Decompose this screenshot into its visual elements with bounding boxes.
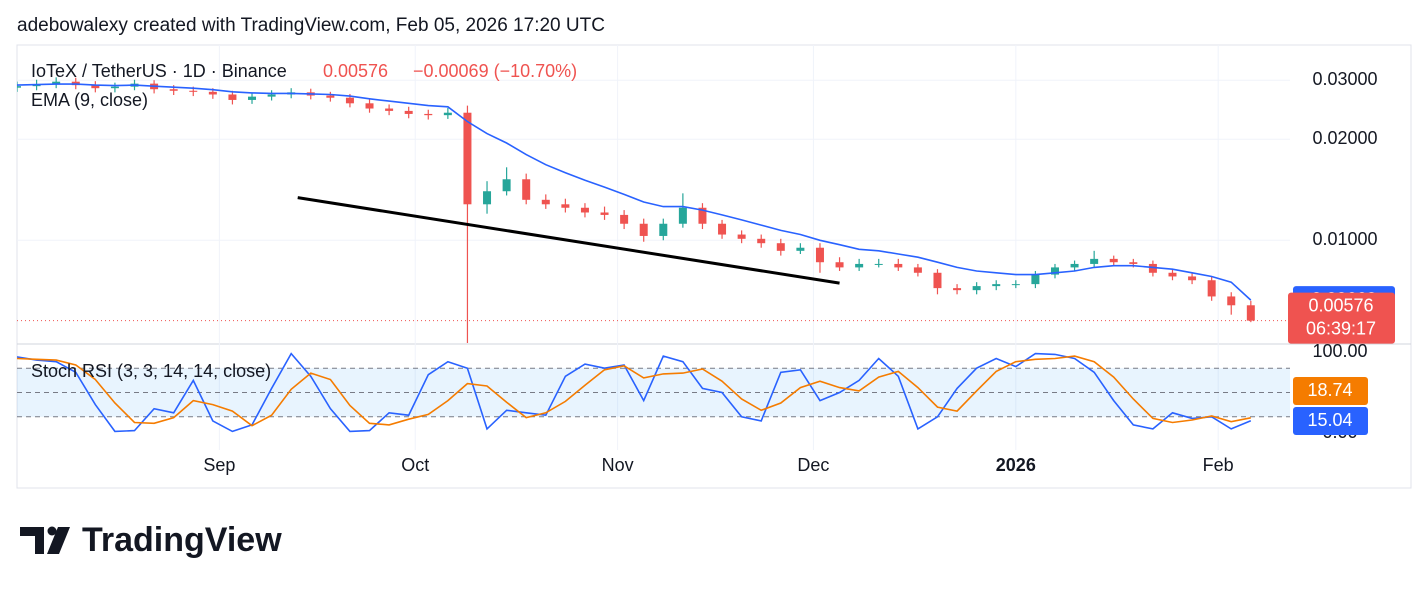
candle-body xyxy=(228,94,237,100)
y-tick-label: 0.02000 xyxy=(1312,128,1377,148)
candle-body xyxy=(1148,263,1157,273)
symbol-title: IoTeX / TetherUS · 1D · Binance xyxy=(31,61,287,81)
candle-body xyxy=(1070,263,1079,268)
ema-legend: EMA (9, close) xyxy=(31,90,148,110)
rsi-title: Stoch RSI (3, 3, 14, 14, close) xyxy=(31,361,271,381)
candle-body xyxy=(52,81,61,85)
logo-icon xyxy=(20,527,44,554)
header-text: adebowalexy created with TradingView.com… xyxy=(17,15,605,36)
candle-body xyxy=(1109,258,1118,263)
candle-body xyxy=(1188,276,1197,281)
candle-body xyxy=(1129,262,1138,264)
rsi-label: 18.74 xyxy=(1307,380,1352,400)
logo-icon xyxy=(47,527,70,554)
candle-body xyxy=(541,199,550,205)
candle-body xyxy=(600,212,609,215)
price-pane xyxy=(17,77,1255,343)
price-change: −0.00069 (−10.70%) xyxy=(413,61,577,81)
candle-body xyxy=(561,204,570,208)
candle-body xyxy=(1031,274,1040,285)
candle-body xyxy=(815,247,824,263)
candle-body xyxy=(502,179,511,192)
candle-body xyxy=(913,267,922,273)
candle-body xyxy=(698,207,707,224)
candle-body xyxy=(345,97,354,104)
rsi-label-box xyxy=(1293,407,1368,435)
candle-body xyxy=(17,86,21,88)
brand: TradingView xyxy=(82,521,282,559)
candle-body xyxy=(659,223,668,236)
rsi-label: 15.04 xyxy=(1307,410,1352,430)
candle-body xyxy=(208,91,217,95)
candle-body xyxy=(169,89,178,91)
candle-body xyxy=(91,85,100,89)
candle-body xyxy=(639,223,648,236)
candle-body xyxy=(1207,280,1216,297)
candle-body xyxy=(385,108,394,111)
x-tick-label: Nov xyxy=(602,455,634,475)
candle-body xyxy=(718,223,727,235)
candle-body xyxy=(189,90,198,92)
candle-body xyxy=(1090,258,1099,264)
rsi-pane xyxy=(17,352,1290,433)
candle-body xyxy=(835,262,844,268)
logo: TradingView xyxy=(20,521,282,559)
candle-body xyxy=(443,112,452,116)
candle-body xyxy=(463,112,472,205)
candle-body xyxy=(522,179,531,200)
x-tick-label: Sep xyxy=(203,455,235,475)
candle-body xyxy=(737,234,746,239)
candle-body xyxy=(248,96,257,100)
price-label-box xyxy=(1288,292,1395,344)
candle-body xyxy=(110,86,119,89)
candle-body xyxy=(365,103,374,109)
rsi-label-box xyxy=(1293,377,1368,405)
candle-body xyxy=(1227,296,1236,306)
candle-body xyxy=(953,288,962,291)
last-price: 0.00576 xyxy=(323,61,388,81)
candle-body xyxy=(326,95,335,98)
rsi-line xyxy=(17,355,1251,427)
y-tick-label: 0.01000 xyxy=(1312,229,1377,249)
grid xyxy=(17,45,1290,450)
candle-body xyxy=(874,263,883,265)
candle-body xyxy=(796,247,805,251)
countdown: 06:39:17 xyxy=(1306,318,1376,338)
candle-body xyxy=(972,286,981,291)
trendline xyxy=(297,196,840,285)
candle-body xyxy=(483,191,492,205)
candle-body xyxy=(678,207,687,224)
ema-line xyxy=(17,83,1252,301)
x-tick-label: Dec xyxy=(797,455,829,475)
chart-frame xyxy=(16,44,1412,489)
candle-body xyxy=(855,263,864,268)
candle-body xyxy=(757,238,766,244)
price-label: 0.00576 xyxy=(1308,295,1373,315)
candle-body xyxy=(424,113,433,116)
x-tick-label: 2026 xyxy=(996,455,1036,475)
rsi-tick-label: 100.00 xyxy=(1312,341,1367,361)
y-tick-label: 0.03000 xyxy=(1312,69,1377,89)
candle-body xyxy=(580,207,589,213)
candle-body xyxy=(1246,305,1255,321)
candle-body xyxy=(1011,284,1020,286)
candle-body xyxy=(1168,272,1177,277)
candle-body xyxy=(992,284,1001,287)
candle-body xyxy=(1050,267,1059,275)
candle-body xyxy=(933,272,942,289)
candle-body xyxy=(620,214,629,224)
logo-icon xyxy=(47,526,57,536)
candle-body xyxy=(776,243,785,251)
candle-body xyxy=(894,263,903,268)
rsi-line xyxy=(17,352,1252,433)
candle-body xyxy=(404,110,413,114)
candle-body xyxy=(267,94,276,97)
x-tick-label: Feb xyxy=(1203,455,1234,475)
axes: Sep Oct Nov Dec 2026 Feb 0.03000 0.02000 0.01000… xyxy=(203,69,1395,475)
x-tick-label: Oct xyxy=(401,455,429,475)
